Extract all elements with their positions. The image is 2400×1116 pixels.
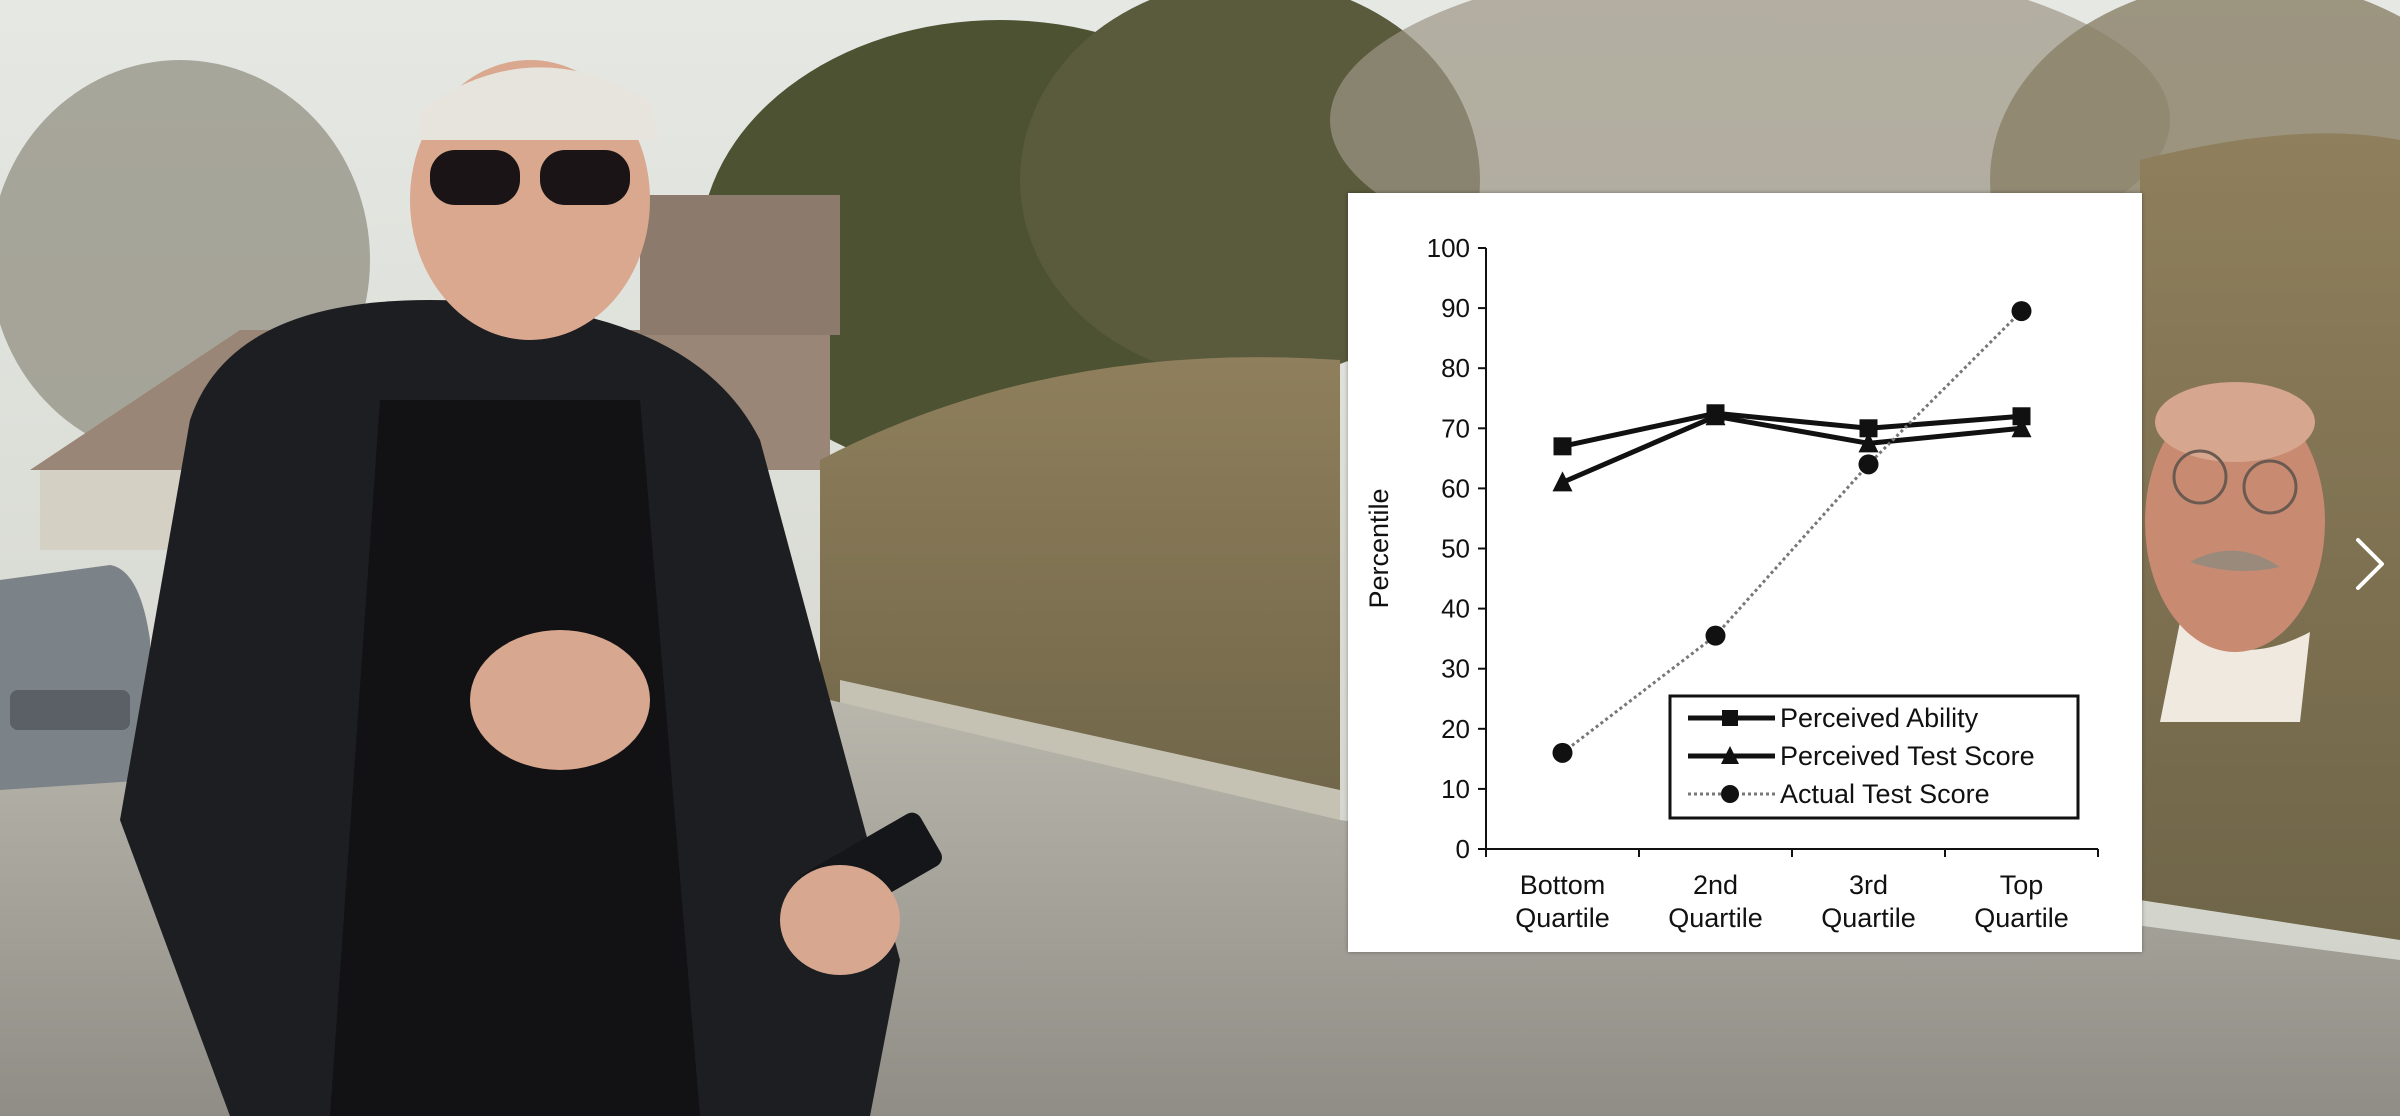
y-tick-label: 60: [1441, 473, 1470, 503]
y-tick-label: 50: [1441, 534, 1470, 564]
x-category-label-line: 2nd: [1693, 870, 1738, 900]
x-category-label: Top Quartile: [1974, 870, 2069, 933]
parked-car: [0, 565, 150, 790]
series-3-point: [1858, 454, 1879, 475]
x-category-label-line: Quartile: [1974, 903, 2069, 933]
legend-label: Actual Test Score: [1780, 779, 1990, 809]
chart-overlay: 0 10 20 30 40 50 60 70 80 90 100 Bottom Quartile 2nd Q…: [1348, 193, 2142, 952]
legend-swatch-marker: [1721, 746, 1739, 764]
legend-label: Perceived Test Score: [1780, 741, 2035, 771]
y-tick-label: 90: [1441, 293, 1470, 323]
y-axis-title: Percentile: [1364, 488, 1394, 608]
series-2-point: [1705, 405, 1726, 426]
series-line-3: [1561, 310, 2023, 755]
y-tick-label: 100: [1427, 233, 1470, 263]
series-2-point: [1552, 471, 1573, 492]
series-3-point: [1705, 625, 1726, 646]
x-category-label-line: Quartile: [1668, 903, 1763, 933]
y-tick-label: 70: [1441, 413, 1470, 443]
x-category-label-line: Top: [2000, 870, 2044, 900]
y-tick-label: 0: [1456, 834, 1470, 864]
presenter: [120, 60, 942, 1116]
series-3-point: [1552, 742, 1573, 763]
series-line-1: [1561, 410, 2022, 449]
x-category-label-line: 3rd: [1849, 870, 1888, 900]
series-line-2: [1561, 413, 2022, 485]
x-category-label: 3rd Quartile: [1821, 870, 1916, 933]
chevron-right-icon[interactable]: [2350, 532, 2390, 596]
legend-label: Perceived Ability: [1780, 703, 1979, 733]
y-tick-label: 80: [1441, 353, 1470, 383]
y-tick-label: 10: [1441, 774, 1470, 804]
legend-swatch-marker: [1721, 785, 1739, 803]
series-2-point: [2011, 417, 2032, 438]
x-category-label: Bottom Quartile: [1515, 870, 1610, 933]
x-category-label-line: Quartile: [1821, 903, 1916, 933]
series-1-point: [1553, 437, 1572, 456]
series-2-point: [1858, 432, 1879, 453]
series-1-point: [1859, 419, 1878, 438]
y-tick-label: 20: [1441, 714, 1470, 744]
x-category-label: 2nd Quartile: [1668, 870, 1763, 933]
x-category-label-line: Bottom: [1520, 870, 1606, 900]
y-tick-label: 40: [1441, 594, 1470, 624]
x-category-label-line: Quartile: [1515, 903, 1610, 933]
series-3-point: [2011, 301, 2032, 322]
y-tick-label: 30: [1441, 654, 1470, 684]
legend-swatch-marker: [1722, 710, 1738, 726]
series-1-point: [2012, 407, 2031, 426]
inset-person-face: [2145, 382, 2325, 722]
